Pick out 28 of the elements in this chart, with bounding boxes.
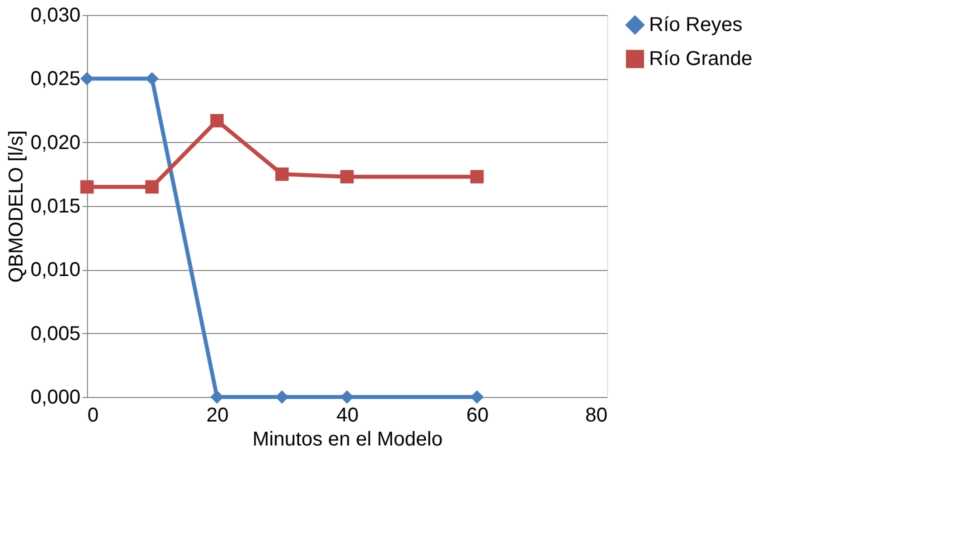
- point: [210, 114, 224, 128]
- x-axis-title: Minutos en el Modelo: [252, 428, 443, 450]
- y-tick-label: 0,015: [30, 196, 80, 218]
- point: [80, 180, 94, 194]
- x-tick-label: 80: [585, 404, 608, 426]
- x-tick-label: 40: [336, 404, 359, 426]
- y-tick-label: 0,010: [30, 259, 80, 282]
- point: [470, 390, 484, 404]
- point: [145, 72, 159, 86]
- x-tick-label: 0: [88, 404, 99, 426]
- y-tick-label: 0,020: [30, 132, 80, 154]
- x-tick-label: 60: [466, 404, 489, 426]
- y-tick-label: 0,000: [30, 386, 80, 408]
- legend-label: Río Reyes: [649, 14, 742, 36]
- point: [275, 390, 289, 404]
- point: [340, 170, 354, 184]
- point: [80, 72, 94, 86]
- y-axis-title: QBMODELO [l/s]: [5, 130, 28, 283]
- point: [210, 390, 224, 404]
- y-tick-label: 0,005: [30, 322, 80, 345]
- point: [275, 167, 289, 181]
- point: [470, 170, 484, 184]
- point: [340, 390, 354, 404]
- y-tick-label: 0,030: [30, 4, 80, 26]
- y-tick-label: 0,025: [30, 68, 80, 90]
- legend-label: Río Grande: [649, 48, 752, 70]
- x-tick-label: 20: [206, 404, 229, 426]
- point: [145, 180, 159, 194]
